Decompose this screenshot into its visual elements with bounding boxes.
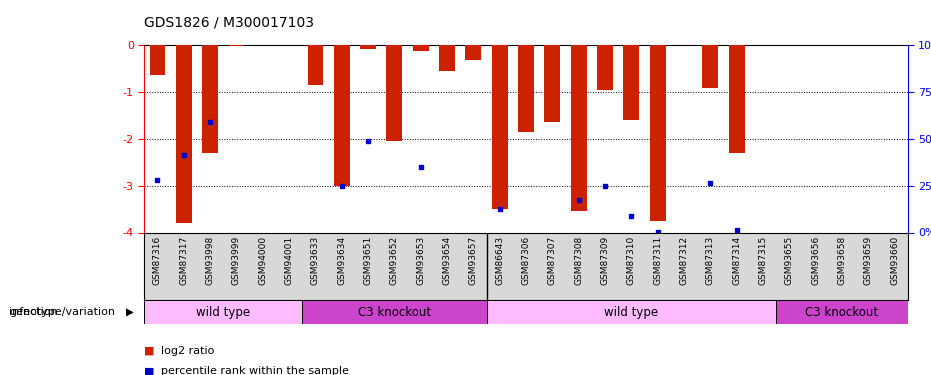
Bar: [650, 45, 666, 221]
Text: ▶: ▶: [126, 307, 133, 317]
Text: GSM93658: GSM93658: [837, 236, 846, 285]
Text: GSM87310: GSM87310: [627, 236, 636, 285]
Bar: [571, 45, 587, 211]
Bar: [439, 45, 455, 71]
Bar: [386, 45, 402, 141]
Text: GSM94000: GSM94000: [258, 236, 267, 285]
Bar: [303, 300, 487, 324]
Bar: [176, 45, 192, 223]
Text: C3 knockout: C3 knockout: [358, 306, 431, 319]
Text: infection: infection: [9, 307, 58, 317]
Text: GDS1826 / M300017103: GDS1826 / M300017103: [144, 15, 315, 29]
Text: GSM93656: GSM93656: [811, 236, 820, 285]
Text: GSM87315: GSM87315: [759, 236, 767, 285]
Bar: [466, 45, 481, 60]
Bar: [202, 45, 218, 153]
Text: GSM87313: GSM87313: [706, 236, 715, 285]
Text: GSM87308: GSM87308: [574, 236, 583, 285]
Bar: [412, 45, 428, 51]
Bar: [624, 45, 640, 120]
Text: GSM93657: GSM93657: [469, 236, 478, 285]
Text: genotype/variation: genotype/variation: [9, 307, 115, 317]
Text: GSM93633: GSM93633: [311, 236, 320, 285]
Bar: [729, 45, 745, 153]
Text: log2 ratio: log2 ratio: [161, 346, 214, 355]
Text: GSM93654: GSM93654: [442, 236, 452, 285]
Text: GSM93652: GSM93652: [390, 236, 398, 285]
Bar: [360, 45, 376, 49]
Text: GSM93998: GSM93998: [206, 236, 215, 285]
Text: ▶: ▶: [126, 307, 133, 317]
Text: GSM87309: GSM87309: [600, 236, 610, 285]
Bar: [702, 45, 718, 88]
Bar: [597, 45, 613, 90]
Bar: [334, 45, 350, 186]
Text: GSM87306: GSM87306: [521, 236, 531, 285]
Bar: [776, 300, 908, 324]
Text: GSM93634: GSM93634: [337, 236, 346, 285]
Text: GSM93660: GSM93660: [890, 236, 899, 285]
Text: GSM93651: GSM93651: [364, 236, 372, 285]
Text: ■: ■: [144, 346, 158, 355]
Text: wild type: wild type: [604, 306, 658, 319]
Text: ■: ■: [144, 366, 158, 375]
Text: C3 knockout: C3 knockout: [805, 306, 879, 319]
Bar: [487, 300, 776, 324]
Bar: [144, 300, 303, 324]
Text: GSM86643: GSM86643: [495, 236, 505, 285]
Bar: [228, 45, 244, 46]
Text: percentile rank within the sample: percentile rank within the sample: [161, 366, 349, 375]
Bar: [492, 45, 507, 209]
Text: GSM93653: GSM93653: [416, 236, 425, 285]
Text: mock: mock: [300, 306, 331, 319]
Text: GSM87311: GSM87311: [654, 236, 662, 285]
Bar: [150, 45, 166, 75]
Text: GSM94001: GSM94001: [285, 236, 293, 285]
Bar: [519, 45, 533, 132]
Text: GSM93655: GSM93655: [785, 236, 794, 285]
Text: GSM87316: GSM87316: [153, 236, 162, 285]
Text: GSM93999: GSM93999: [232, 236, 241, 285]
Text: GSM87314: GSM87314: [732, 236, 741, 285]
Bar: [487, 300, 908, 324]
Text: GSM87312: GSM87312: [680, 236, 688, 285]
Bar: [545, 45, 560, 122]
Text: wild type: wild type: [196, 306, 250, 319]
Text: adenovirus vector: adenovirus vector: [643, 306, 750, 319]
Bar: [307, 45, 323, 85]
Bar: [144, 300, 487, 324]
Text: GSM87307: GSM87307: [547, 236, 557, 285]
Text: GSM93659: GSM93659: [864, 236, 872, 285]
Text: GSM87317: GSM87317: [180, 236, 188, 285]
